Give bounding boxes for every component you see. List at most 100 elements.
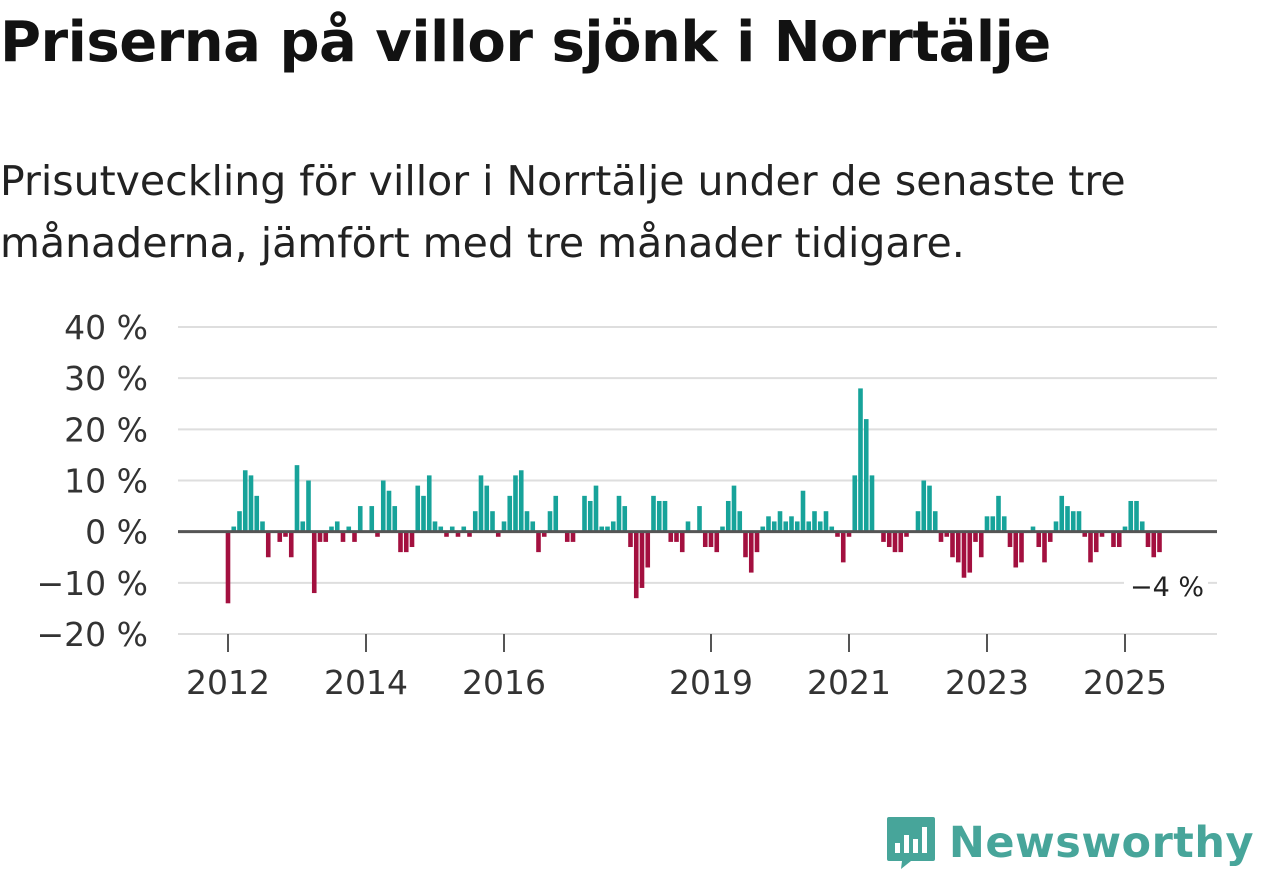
bar <box>1151 531 1157 558</box>
bar <box>524 511 530 532</box>
y-tick-label: −10 % <box>37 564 149 603</box>
bar <box>927 485 932 532</box>
bar <box>697 506 702 532</box>
bar <box>231 526 237 532</box>
x-tick-label: 2014 <box>324 663 408 700</box>
bar <box>846 531 852 537</box>
bar <box>570 531 576 542</box>
y-tick-label: 0 % <box>85 513 148 552</box>
bar <box>892 531 898 553</box>
bar <box>1134 500 1139 532</box>
bar <box>898 531 904 553</box>
bar <box>599 526 605 532</box>
bar <box>1036 531 1042 548</box>
bar <box>265 531 271 558</box>
newsworthy-logo-icon <box>886 817 935 869</box>
bar <box>311 531 317 594</box>
bar <box>783 521 789 532</box>
bar <box>587 500 593 532</box>
bar <box>961 531 967 578</box>
bar <box>794 521 800 532</box>
bar <box>392 506 398 532</box>
bar <box>1013 531 1019 568</box>
bar <box>1070 511 1076 532</box>
bar <box>685 521 691 532</box>
bar <box>553 495 559 532</box>
bar <box>409 531 415 548</box>
bar <box>317 531 323 542</box>
bar <box>323 531 329 542</box>
bar <box>1111 531 1116 548</box>
bar <box>915 511 921 532</box>
chart-subtitle: Prisutveckling för villor i Norrtälje un… <box>0 157 1126 267</box>
bar <box>432 521 438 532</box>
x-tick-label: 2019 <box>669 663 753 700</box>
x-tick-label: 2023 <box>945 663 1029 700</box>
bar <box>990 516 996 532</box>
bar <box>743 531 748 558</box>
bar <box>357 506 363 532</box>
bar <box>955 531 961 563</box>
bar <box>507 495 513 532</box>
bar <box>754 531 760 553</box>
bar <box>334 521 340 532</box>
bar <box>242 470 248 532</box>
bar <box>547 511 553 532</box>
x-axis-ticks: 2012 2014 2016 2019 2021 2023 2025 <box>186 634 1167 700</box>
bar <box>806 521 812 532</box>
bar <box>398 531 403 553</box>
bar <box>369 506 375 532</box>
bar <box>288 531 294 558</box>
y-tick-label: 40 % <box>64 308 148 347</box>
x-tick-label: 2021 <box>807 663 891 700</box>
bar <box>674 531 679 542</box>
bar <box>1076 511 1082 532</box>
bar <box>449 526 455 532</box>
bar <box>438 526 444 532</box>
bar <box>294 465 300 532</box>
x-tick-label: 2016 <box>462 663 546 700</box>
bar <box>1007 531 1013 548</box>
bar <box>386 490 392 532</box>
bar <box>633 531 639 599</box>
bar <box>996 495 1001 532</box>
y-tick-label: 10 % <box>64 462 148 501</box>
bar <box>455 531 461 537</box>
bar <box>415 485 421 532</box>
bar <box>426 475 432 532</box>
bar <box>536 531 541 553</box>
brand-logo: Newsworthy <box>885 815 1254 871</box>
bar <box>467 531 472 537</box>
bar <box>881 531 886 542</box>
chart-title: Priserna på villor sjönk i Norrtälje <box>0 10 1051 75</box>
bar <box>1047 531 1053 542</box>
bar <box>1019 531 1024 563</box>
bar <box>1042 531 1047 563</box>
bar <box>1088 531 1093 563</box>
bar <box>352 531 357 542</box>
bar <box>582 495 587 532</box>
bar <box>662 500 668 532</box>
bar <box>840 531 846 563</box>
bar <box>605 526 610 532</box>
bar <box>886 531 892 548</box>
bar <box>950 531 955 558</box>
bar <box>1030 526 1036 532</box>
bar-chart: 40 %30 %20 %10 %0 %−10 %−20 % 2012 2014 20… <box>37 308 1217 700</box>
bar <box>720 526 725 532</box>
bar <box>869 475 875 532</box>
bar <box>329 526 334 532</box>
bar <box>564 531 570 542</box>
bar <box>863 419 869 532</box>
y-axis-ticks: 40 % 30 % 20 % 10 % 0 % −10 % −20 % <box>37 308 149 654</box>
bar <box>1099 531 1105 537</box>
bar <box>501 521 507 532</box>
bar <box>771 521 777 532</box>
bar <box>748 531 754 573</box>
bar <box>248 475 254 532</box>
bar <box>1093 531 1099 553</box>
bar <box>478 475 484 532</box>
bar <box>725 500 731 532</box>
last-value-label: −4 % <box>1130 572 1204 603</box>
bar <box>823 511 829 532</box>
